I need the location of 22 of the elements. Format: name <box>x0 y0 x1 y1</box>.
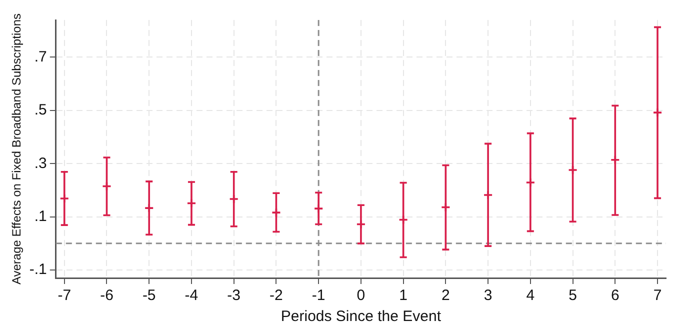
y-tick-label: .5 <box>34 102 47 119</box>
x-tick-label: -5 <box>142 287 156 304</box>
y-tick-label: -.1 <box>29 261 47 278</box>
x-tick-label: -2 <box>270 287 283 304</box>
x-tick-label: 2 <box>442 287 450 304</box>
x-tick-label: -3 <box>227 287 241 304</box>
x-tick-label: -7 <box>58 287 72 304</box>
x-tick-label: 3 <box>484 287 492 304</box>
y-axis-title: Average Effects on Fixed Broadband Subscriptions <box>10 13 24 285</box>
x-tick-label: 0 <box>356 287 366 304</box>
x-tick-label: 7 <box>653 287 662 304</box>
x-tick-label: -4 <box>184 287 198 304</box>
x-axis-title: Periods Since the Event <box>280 308 442 326</box>
x-tick-label: 5 <box>568 287 577 304</box>
x-tick-label: -1 <box>312 287 326 304</box>
y-tick-label: .7 <box>34 48 47 66</box>
y-tick-label: .1 <box>34 208 47 225</box>
x-tick-label: 6 <box>610 287 620 304</box>
x-tick-label: 1 <box>399 287 408 304</box>
y-tick-label: .3 <box>34 154 47 172</box>
x-tick-label: -6 <box>100 287 114 304</box>
x-tick-label: 4 <box>526 287 535 304</box>
